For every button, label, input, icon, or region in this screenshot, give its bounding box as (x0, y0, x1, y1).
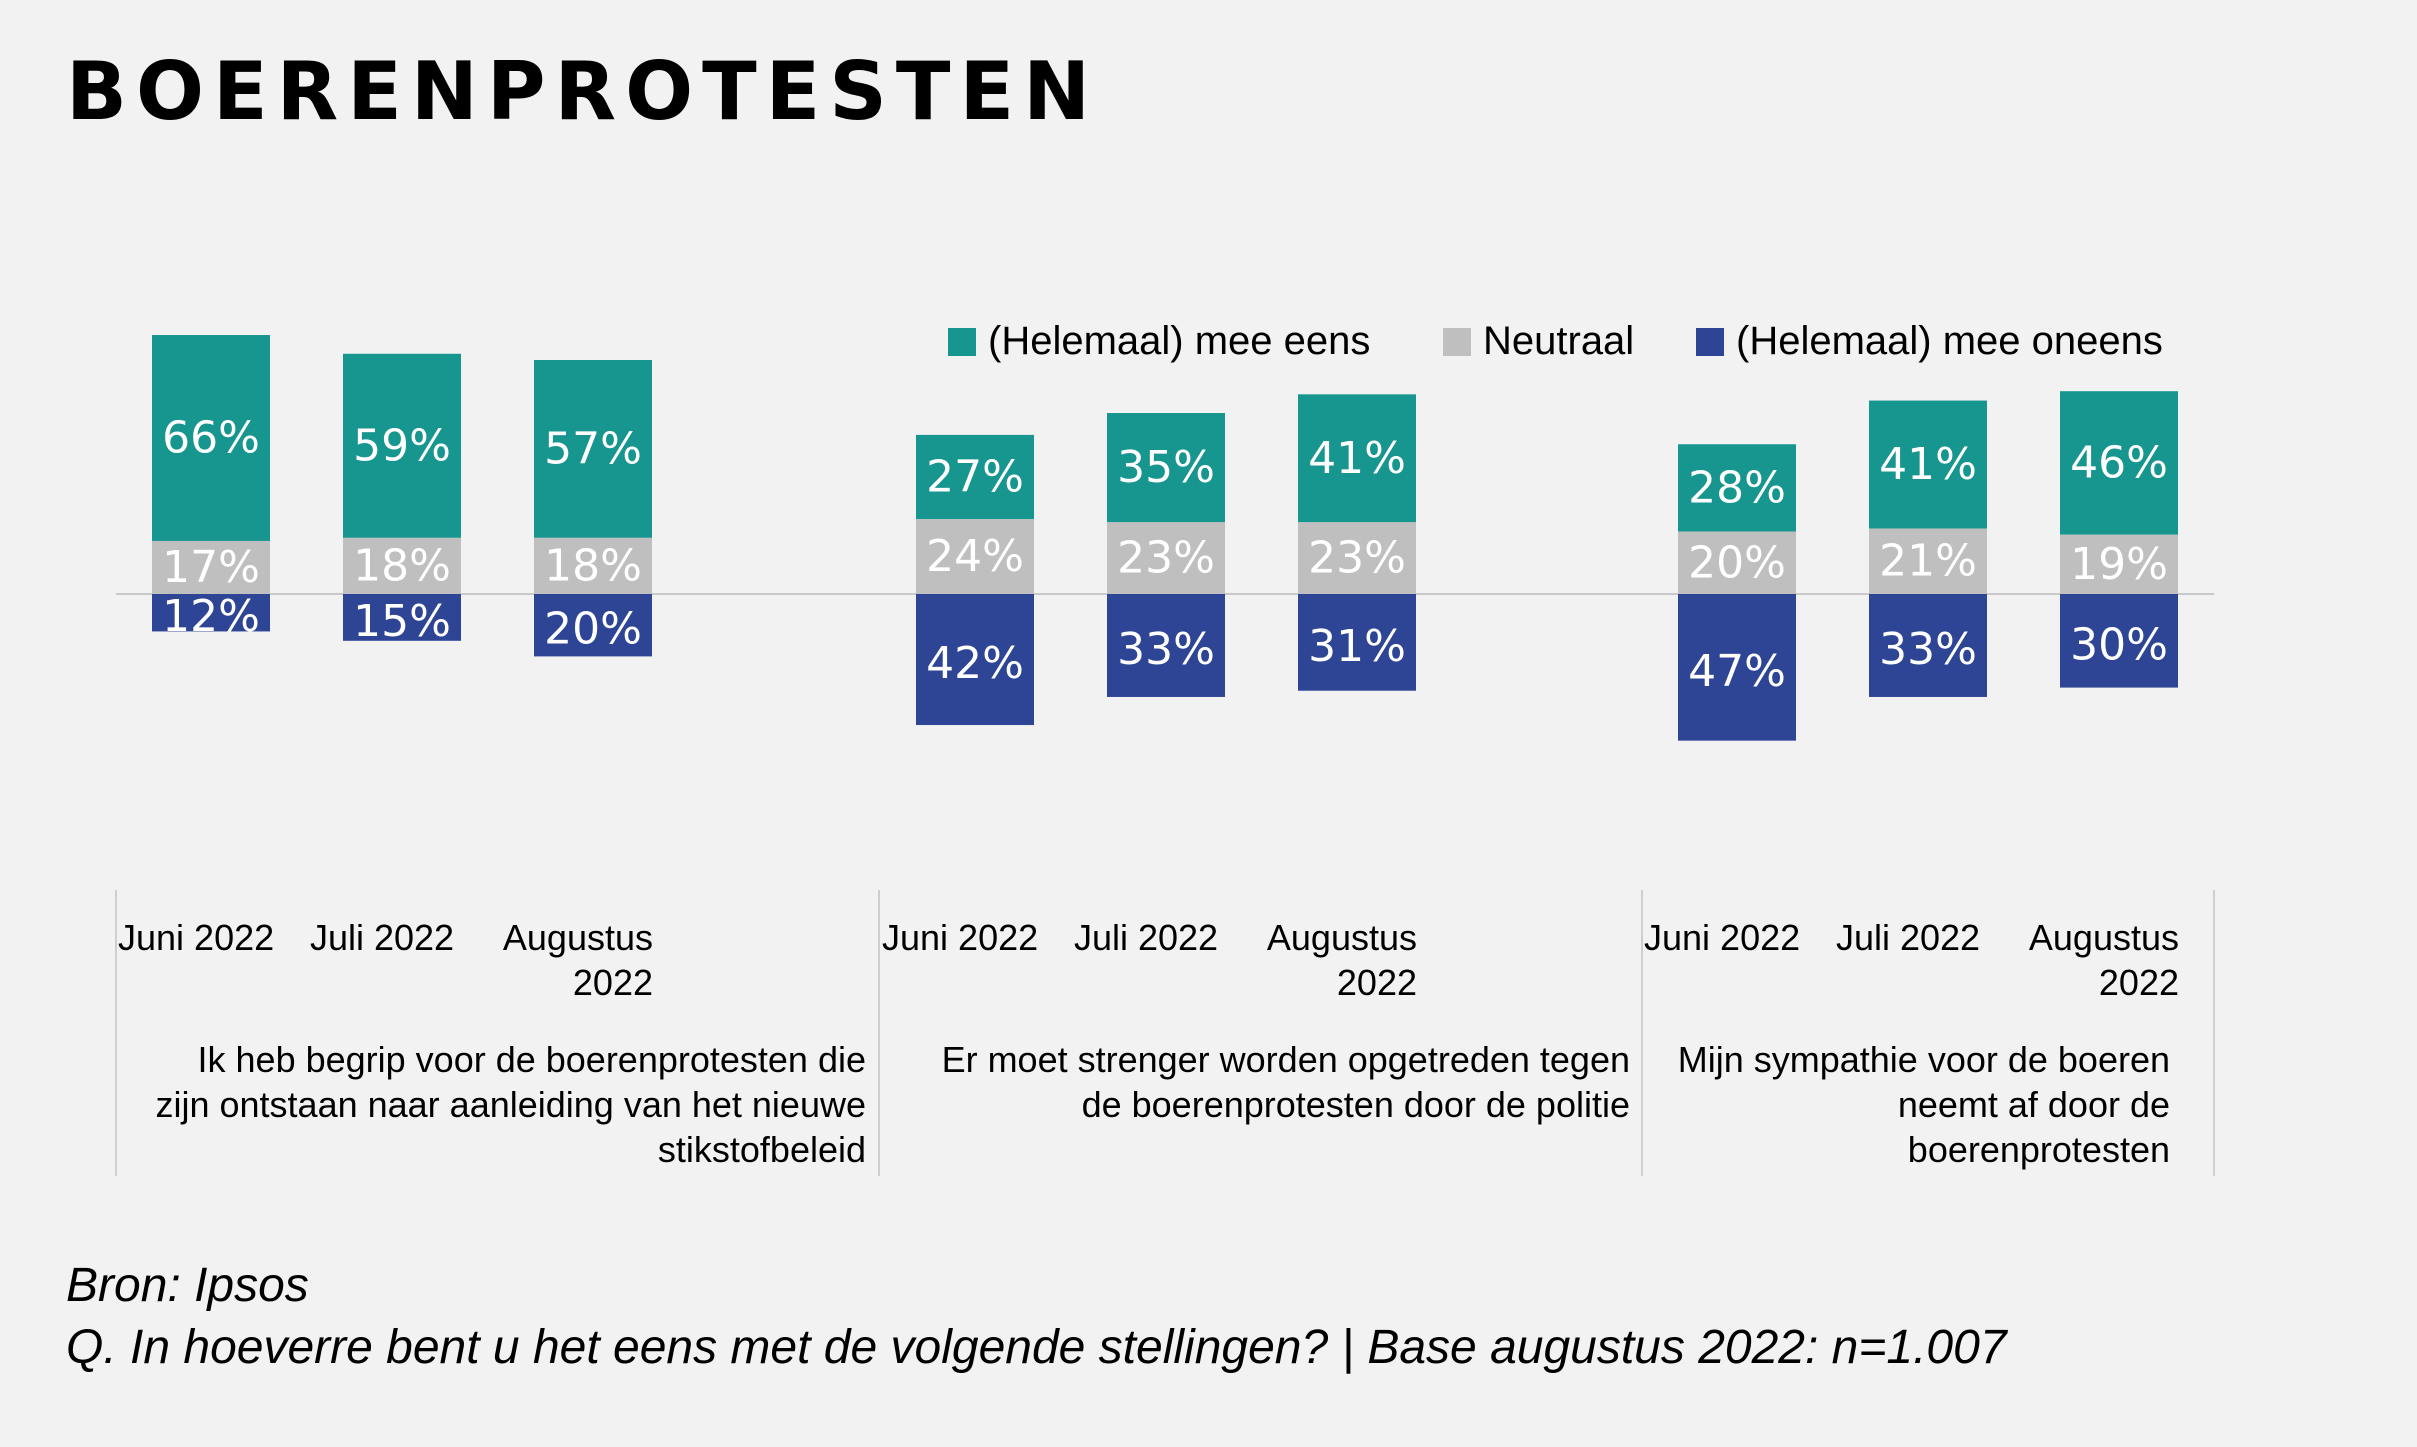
category-label-g1-b0: Juni 2022 (882, 917, 1038, 958)
label-neutral-g2-b0: 20% (1688, 537, 1786, 588)
legend-label-1: Neutraal (1483, 319, 1634, 363)
group-label-g0-l1: zijn ontstaan naar aanleiding van het ni… (155, 1084, 866, 1125)
legend-label-0: (Helemaal) mee eens (988, 319, 1370, 363)
bar-disagree-g0-b1 (343, 594, 461, 641)
label-agree-g0-b0: 66% (162, 413, 260, 464)
bar-neutral-g1-b2 (1298, 522, 1416, 594)
bar-disagree-g1-b0 (916, 594, 1034, 726)
category-label-g0-b2-l0: Augustus (503, 917, 653, 958)
bar-neutral-g0-b1 (343, 537, 461, 594)
bar-agree-g1-b0 (916, 434, 1034, 520)
label-agree-g0-b1: 59% (353, 420, 451, 471)
group-label-g2-l0: Mijn sympathie voor de boeren (1678, 1039, 2170, 1080)
label-agree-g1-b1: 35% (1117, 442, 1215, 493)
label-neutral-g2-b1: 21% (1879, 536, 1977, 587)
label-disagree-g2-b0: 47% (1688, 646, 1786, 697)
category-label-g2-b2-l0: Augustus (2029, 917, 2179, 958)
label-agree-g2-b0: 28% (1688, 462, 1786, 513)
bar-agree-g0-b1 (343, 353, 461, 538)
label-agree-g0-b2: 57% (544, 423, 642, 474)
legend-swatch-2 (1696, 328, 1724, 356)
bar-disagree-g1-b2 (1298, 594, 1416, 691)
label-disagree-g1-b1: 33% (1117, 624, 1215, 675)
label-agree-g2-b2: 46% (2070, 437, 2168, 488)
bar-agree-g0-b2 (534, 360, 652, 538)
bar-agree-g1-b1 (1107, 413, 1225, 523)
legend-swatch-0 (948, 328, 976, 356)
label-neutral-g1-b0: 24% (926, 531, 1024, 582)
category-label-g0-b0: Juni 2022 (118, 917, 274, 958)
bar-agree-g2-b0 (1678, 444, 1796, 532)
label-agree-g1-b0: 27% (926, 452, 1024, 503)
bar-neutral-g0-b0 (152, 540, 270, 594)
group-label-g0-l2: stikstofbeleid (658, 1129, 866, 1170)
label-disagree-g1-b0: 42% (926, 638, 1024, 689)
label-disagree-g0-b1: 15% (353, 596, 451, 647)
label-disagree-g2-b2: 30% (2070, 619, 2168, 670)
bar-disagree-g0-b0 (152, 594, 270, 632)
group-label-g2-l2: boerenprotesten (1908, 1129, 2170, 1170)
label-neutral-g0-b0: 17% (162, 542, 260, 593)
category-label-g2-b1: Juli 2022 (1836, 917, 1980, 958)
category-label-g1-b2-l0: Augustus (1267, 917, 1417, 958)
bar-neutral-g2-b2 (2060, 534, 2178, 594)
category-label-g2-b0: Juni 2022 (1644, 917, 1800, 958)
label-agree-g1-b2: 41% (1308, 433, 1406, 484)
legend-swatch-1 (1443, 328, 1471, 356)
category-label-g1-b1: Juli 2022 (1074, 917, 1218, 958)
category-label-g0-b1: Juli 2022 (310, 917, 454, 958)
question-text: Q. In hoeverre bent u het eens met de vo… (66, 1321, 2007, 1374)
source-text: Bron: Ipsos (66, 1259, 309, 1312)
legend-label-2: (Helemaal) mee oneens (1736, 319, 2163, 363)
label-neutral-g1-b2: 23% (1308, 533, 1406, 584)
bar-neutral-g1-b1 (1107, 522, 1225, 594)
bar-disagree-g2-b2 (2060, 594, 2178, 688)
group-label-g1-l0: Er moet strenger worden opgetreden tegen (942, 1039, 1630, 1080)
bar-neutral-g0-b2 (534, 537, 652, 594)
label-disagree-g1-b2: 31% (1308, 621, 1406, 672)
bar-disagree-g1-b1 (1107, 594, 1225, 697)
page-title: BOERENPROTESTEN (66, 45, 1100, 138)
bar-neutral-g1-b0 (916, 519, 1034, 594)
bar-neutral-g2-b1 (1869, 528, 1987, 594)
group-label-g2-l1: neemt af door de (1898, 1084, 2170, 1125)
label-agree-g2-b1: 41% (1879, 439, 1977, 490)
bar-disagree-g2-b0 (1678, 594, 1796, 741)
label-neutral-g0-b2: 18% (544, 540, 642, 591)
label-neutral-g2-b2: 19% (2070, 539, 2168, 590)
category-label-g0-b2-l1: 2022 (573, 962, 653, 1003)
label-disagree-g0-b2: 20% (544, 604, 642, 655)
bar-disagree-g2-b1 (1869, 594, 1987, 697)
bar-disagree-g0-b2 (534, 594, 652, 657)
bar-neutral-g2-b0 (1678, 531, 1796, 594)
label-neutral-g1-b1: 23% (1117, 533, 1215, 584)
group-label-g1-l1: de boerenprotesten door de politie (1082, 1084, 1630, 1125)
group-label-g0-l0: Ik heb begrip voor de boerenprotesten di… (198, 1039, 866, 1080)
label-neutral-g0-b1: 18% (353, 540, 451, 591)
category-label-g2-b2-l1: 2022 (2099, 962, 2179, 1003)
category-label-g1-b2-l1: 2022 (1337, 962, 1417, 1003)
bar-agree-g2-b2 (2060, 391, 2178, 535)
label-disagree-g0-b0: 12% (162, 591, 260, 642)
bar-agree-g2-b1 (1869, 400, 1987, 529)
label-disagree-g2-b1: 33% (1879, 624, 1977, 675)
bar-agree-g1-b2 (1298, 394, 1416, 523)
bar-agree-g0-b0 (152, 335, 270, 541)
